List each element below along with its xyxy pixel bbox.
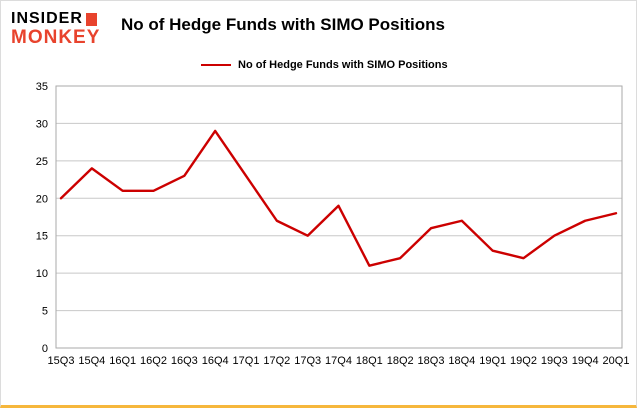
page-title: No of Hedge Funds with SIMO Positions (121, 15, 445, 34)
x-axis-tick-label: 18Q4 (448, 355, 475, 367)
x-axis-tick-label: 20Q1 (603, 355, 630, 367)
y-axis-tick-label: 0 (42, 343, 48, 355)
chart-canvas: 0 5 10 15 20 25 30 35 15Q3 15Q4 16Q1 16Q2 16Q3 16Q4 17… (36, 81, 630, 367)
x-axis-tick-label: 15Q3 (48, 355, 75, 367)
y-axis-tick-label: 15 (36, 230, 48, 242)
y-axis-tick-label: 10 (36, 268, 48, 280)
plot-border (55, 85, 623, 349)
x-axis-tick-label: 16Q3 (171, 355, 198, 367)
line-chart: 0 5 10 15 20 25 30 35 15Q3 15Q4 16Q1 16Q2 16Q3 16Q4 17… (1, 74, 636, 392)
y-axis-tick-label: 30 (36, 118, 48, 130)
logo-red-flag-icon (85, 12, 97, 26)
chart-legend: No of Hedge Funds with SIMO Positions (201, 58, 636, 72)
logo-monkey-text: MONKEY (11, 26, 101, 48)
y-axis-tick-label: 35 (36, 81, 48, 93)
legend-line-swatch (201, 63, 231, 66)
x-axis-tick-label: 19Q4 (572, 355, 599, 367)
x-axis-tick-label: 18Q3 (418, 355, 445, 367)
x-axis-tick-label: 16Q1 (109, 355, 136, 367)
y-axis-tick-label: 20 (36, 193, 48, 205)
legend-label: No of Hedge Funds with SIMO Positions (238, 58, 448, 71)
x-axis-tick-label: 19Q2 (510, 355, 537, 367)
insider-monkey-logo[interactable]: INSIDER MONKEY (11, 10, 115, 48)
x-axis-tick-label: 17Q3 (294, 355, 321, 367)
logo-insider-row: INSIDER (11, 10, 115, 28)
x-axis-tick-label: 16Q4 (202, 355, 229, 367)
x-axis-tick-label: 19Q3 (541, 355, 568, 367)
x-axis-tick-label: 17Q4 (325, 355, 352, 367)
series-line (59, 129, 618, 267)
y-axis-tick-label: 5 (42, 305, 48, 317)
logo-insider-text: INSIDER (11, 10, 83, 27)
x-axis-tick-label: 15Q4 (78, 355, 105, 367)
x-axis-tick-label: 18Q2 (387, 355, 414, 367)
y-axis-tick-label: 25 (36, 156, 48, 168)
x-axis-tick-label: 17Q1 (233, 355, 260, 367)
x-axis-tick-label: 17Q2 (263, 355, 290, 367)
plot-background (56, 85, 622, 348)
chart-header: INSIDER MONKEY No of Hedge Funds with SI… (1, 1, 636, 48)
x-axis-tick-label: 19Q1 (479, 355, 506, 367)
x-axis-tick-label: 18Q1 (356, 355, 383, 367)
x-axis-tick-label: 16Q2 (140, 355, 167, 367)
